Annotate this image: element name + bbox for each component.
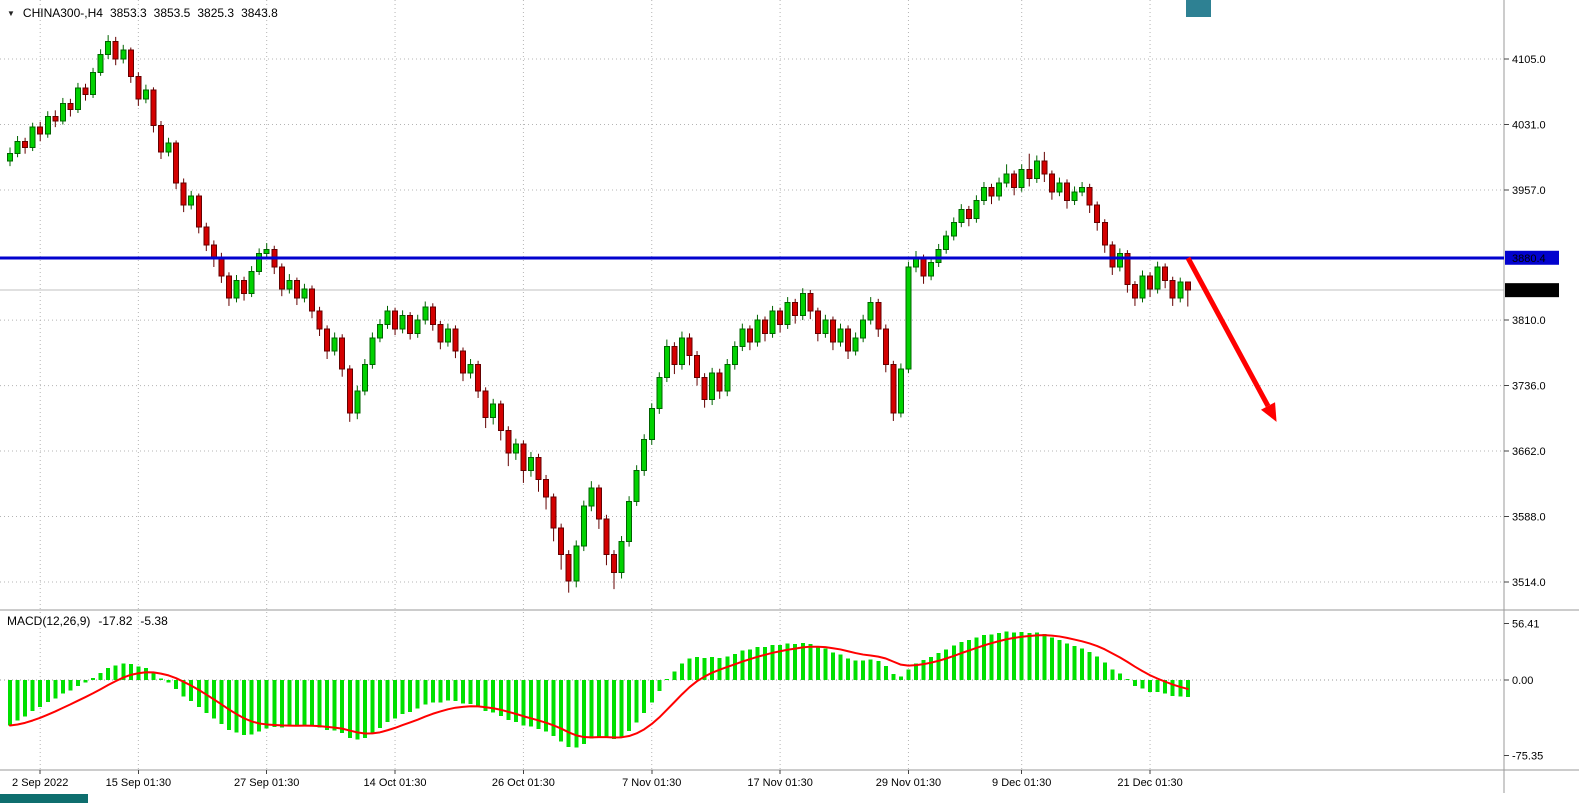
symbol-dropdown-icon[interactable]: ▼ [7, 8, 15, 18]
macd-layer [0, 631, 1504, 748]
candles-layer [7, 35, 1191, 593]
trend-arrow-object[interactable] [1185, 256, 1277, 422]
price-tick-label: 3514.0 [1512, 577, 1546, 589]
price-tick-label: 4031.0 [1512, 119, 1546, 131]
macd-indicator-label: MACD(12,26,9) -17.82 -5.38 [7, 614, 168, 628]
svg-text:3880.4: 3880.4 [1512, 253, 1546, 265]
macd-title: MACD(12,26,9) [7, 614, 91, 628]
hline-price-badge: 3880.4 [1505, 250, 1559, 265]
date-tick-label: 15 Sep 01:30 [106, 777, 171, 789]
date-tick-label: 7 Nov 01:30 [622, 777, 681, 789]
symbol-timeframe-label: CHINA300-,H4 [22, 6, 103, 20]
date-tick-label: 14 Oct 01:30 [364, 777, 427, 789]
bid-price-badge: 3843.8 [1505, 283, 1559, 298]
svg-text:3843.8: 3843.8 [1512, 285, 1546, 297]
macd-main-value: -17.82 [98, 614, 133, 628]
annotations-layer[interactable] [0, 256, 1504, 422]
price-tick-label: 3662.0 [1512, 446, 1546, 458]
ohlc-low-value: 3825.3 [197, 6, 235, 20]
price-tick-label: 3736.0 [1512, 381, 1546, 393]
date-tick-label: 26 Oct 01:30 [492, 777, 555, 789]
ohlc-open-value: 3853.3 [109, 6, 147, 20]
time-axis[interactable]: 2 Sep 2022 15 Sep 01:30 27 Sep 01:30 14 Oct… [12, 770, 1183, 789]
macd-axis-label: -75.35 [1512, 750, 1543, 762]
date-tick-label: 2 Sep 2022 [12, 777, 68, 789]
macd-signal-value: -5.38 [140, 614, 168, 628]
grid-layer [0, 0, 1504, 770]
date-tick-label: 17 Nov 01:30 [747, 777, 812, 789]
date-tick-label: 21 Dec 01:30 [1117, 777, 1182, 789]
macd-axis-label: 0.00 [1512, 675, 1533, 687]
price-tick-label: 4105.0 [1512, 54, 1546, 66]
price-axis[interactable]: 4105.0 4031.0 3957.0 3810.0 3736.0 3662.0 3588… [1504, 54, 1559, 762]
price-tick-label: 3588.0 [1512, 512, 1546, 524]
date-tick-label: 27 Sep 01:30 [234, 777, 299, 789]
date-tick-label: 29 Nov 01:30 [876, 777, 941, 789]
price-tick-label: 3810.0 [1512, 315, 1546, 327]
ohlc-high-value: 3853.5 [153, 6, 191, 20]
chart-shift-tab[interactable] [1186, 0, 1211, 17]
date-tick-label: 9 Dec 01:30 [992, 777, 1051, 789]
horizontal-scrollbar-thumb[interactable] [0, 794, 88, 803]
price-tick-label: 3957.0 [1512, 185, 1546, 197]
symbol-info-bar: ▼ CHINA300-,H4 3853.3 3853.5 3825.3 3843… [7, 6, 278, 20]
ohlc-close-value: 3843.8 [241, 6, 278, 20]
macd-axis-label: 56.41 [1512, 619, 1540, 631]
